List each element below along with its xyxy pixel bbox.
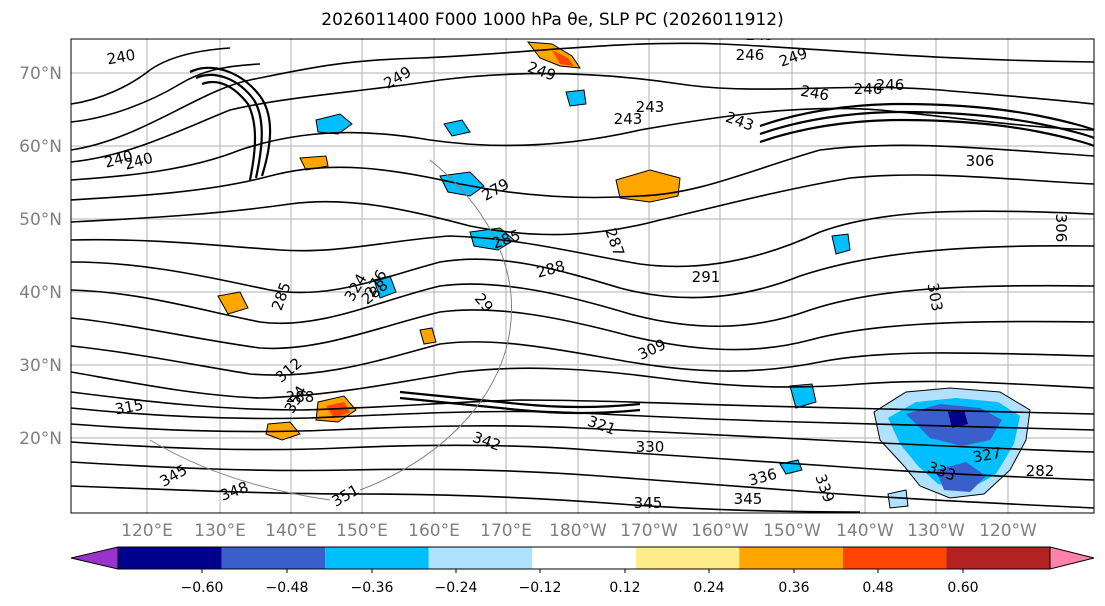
contour-label: 240 [105,46,136,69]
page-title: 2026011400 F000 1000 hPa θe, SLP PC (202… [321,10,784,30]
colorbar-labels: −0.60 −0.48 −0.36 −0.24 −0.12 0.12 0.24 0.36 0.4… [181,569,979,596]
colorbar-segment [842,547,947,569]
contour-label: 291 [692,268,721,286]
colorbar-tick-label: 0.12 [609,580,640,596]
contour-label: 243 [746,26,775,44]
longitude-label: 120°E [121,521,173,541]
colorbar-segment [118,547,222,569]
shade-lightblue-se2 [887,489,909,509]
colorbar-tick-label: −0.12 [519,580,562,596]
longitude-label: 150°W [763,521,821,541]
contour-label: 315 [113,396,144,419]
contour-label: 246 [854,80,883,98]
latitude-label: 60°N [19,137,62,157]
colorbar-segment [221,547,326,569]
shade-redorange-front [326,402,350,418]
longitude-label: 160°W [691,521,749,541]
latitude-label: 20°N [19,429,62,449]
colorbar-segment [635,547,740,569]
colorbar-segment [325,547,429,569]
colorbar-tick-label: 0.36 [778,580,809,596]
colorbar-segment [739,547,843,569]
colorbar-outline [117,546,1051,570]
longitude-label: 180°W [549,521,607,541]
longitude-label: 130°E [194,521,246,541]
contour-label: 306 [1052,214,1070,243]
colorbar-segment [428,547,533,569]
dense-front-bands [189,66,1094,415]
longitude-label: 160°E [408,521,460,541]
latitude-label: 40°N [19,283,62,303]
shade-blue-kamchatka [443,119,471,137]
shade-orange-japan [217,291,249,315]
thin-lines [149,159,512,501]
shade-blue-okhotsk [315,113,353,135]
latitude-label: 70°N [19,64,62,84]
theta-e-contours [71,42,1094,513]
longitude-label: 140°W [836,521,894,541]
colorbar [70,546,1095,570]
shade-blue-hawaii-south [936,462,986,492]
longitude-label: 130°W [907,521,965,541]
contour-label: 345 [634,494,663,512]
contour-label: 327 [971,444,1002,467]
colorbar-tick-label: 0.24 [693,580,724,596]
latitude-labels: 70°N 60°N 50°N 40°N 30°N 20°N [19,64,62,449]
longitude-label: 150°E [336,521,388,541]
colorbar-tick-label: 0.60 [947,580,978,596]
shade-navy-hawaii [948,410,968,428]
contour-label: 306 [966,152,995,170]
colorbar-tick-label: −0.36 [351,580,394,596]
longitude-label: 170°W [620,521,678,541]
shade-orange-ne [299,155,329,171]
shade-redorange-arctic [552,50,574,66]
colorbar-tick-label: 0.48 [862,580,893,596]
shade-blue-east [831,233,851,255]
shade-blue-bering [565,89,587,107]
contour-label: 243 [636,98,665,116]
contour-label: 282 [1026,462,1055,480]
longitude-label: 140°E [265,521,317,541]
map-border [70,38,1095,514]
colorbar-extend-high [1049,546,1095,570]
colorbar-tick-label: −0.60 [181,580,224,596]
latitude-label: 30°N [19,356,62,376]
contour-label: 345 [734,490,763,508]
shade-blue-sub [789,383,817,409]
longitude-labels: 120°E 130°E 140°E 150°E 160°E 170°E 180°W 170°W… [121,521,1037,541]
shade-orange-sea [419,327,437,345]
contour-label: 246 [799,82,830,105]
longitude-label: 170°E [480,521,532,541]
colorbar-extend-low [70,546,119,570]
colorbar-tick-label: −0.48 [266,580,309,596]
contour-label: 288 [286,388,315,406]
contour-label: 330 [636,438,665,456]
longitude-label: 120°W [979,521,1037,541]
colorbar-segment [532,547,636,569]
colorbar-tick-label: −0.24 [435,580,478,596]
contour-label: 303 [924,281,947,312]
latitude-label: 50°N [19,210,62,230]
contour-label: 243 [614,110,643,128]
contour-label: 246 [736,46,765,64]
colorbar-segment [946,547,1050,569]
contour-label: 246 [876,76,905,94]
